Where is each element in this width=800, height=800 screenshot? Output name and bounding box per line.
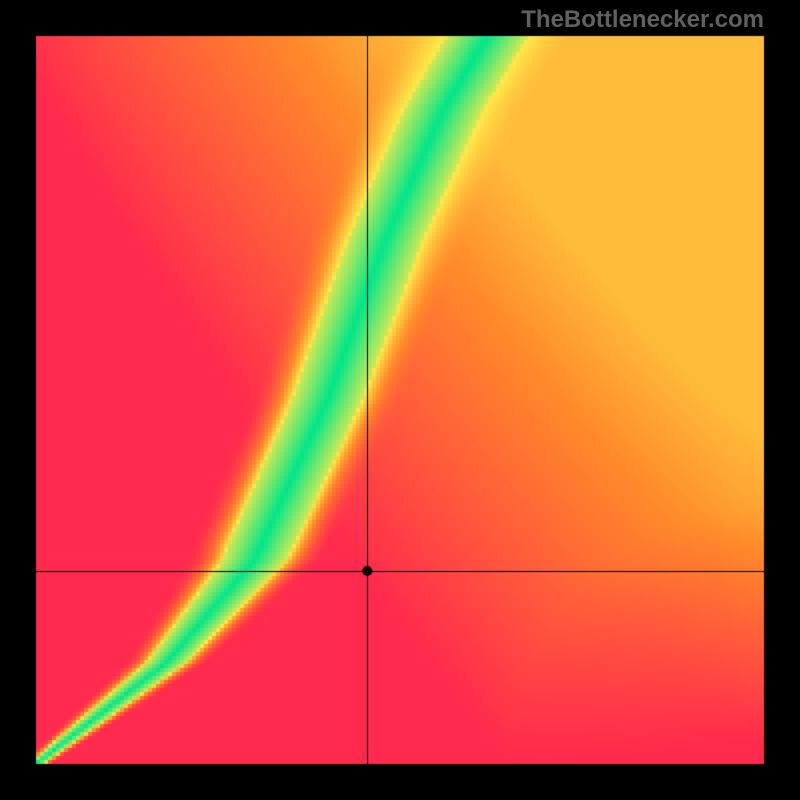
- chart-container: TheBottlenecker.com: [0, 0, 800, 800]
- watermark-text: TheBottlenecker.com: [521, 6, 764, 34]
- heatmap-canvas: [0, 0, 800, 800]
